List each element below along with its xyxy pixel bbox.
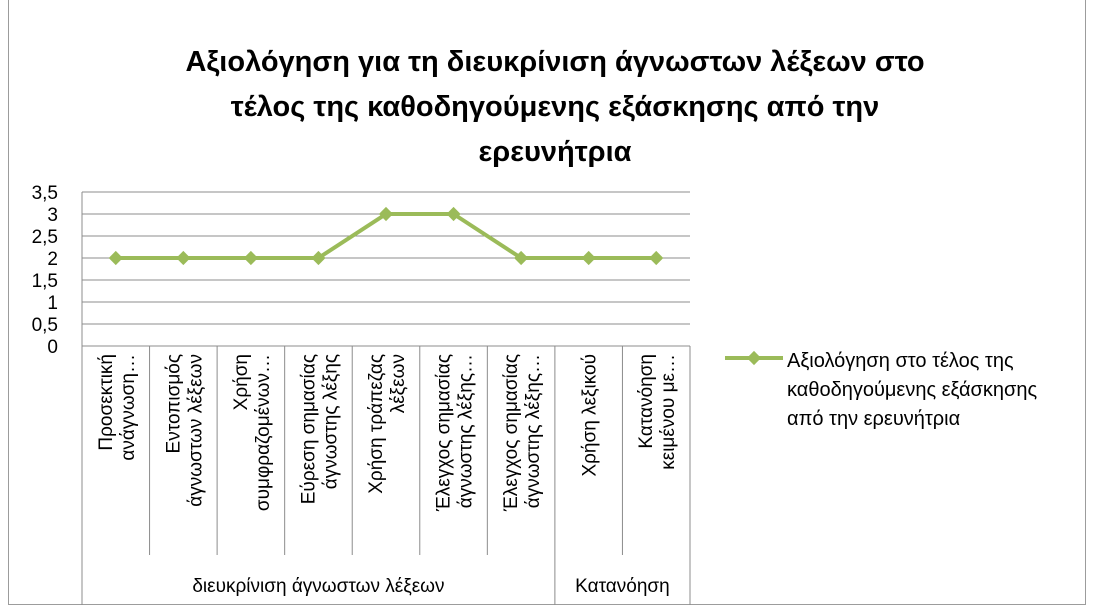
legend-series-label: Αξιολόγηση στο τέλος της καθοδηγούμενης … — [787, 350, 1038, 430]
data-point-marker — [108, 250, 123, 266]
x-tick-label: άγνωστων λέξεων — [185, 354, 206, 507]
x-tick-label: Προσεκτική — [96, 354, 117, 451]
x-tick-label: Εντοπισμός — [163, 354, 184, 453]
x-tick-label: Χρήση λεξικού — [580, 354, 601, 477]
data-point-marker — [446, 206, 461, 222]
x-tick-label: Κατανόηση — [636, 354, 657, 449]
legend: Αξιολόγηση στο τέλος της καθοδηγούμενης … — [725, 347, 1085, 447]
x-tick-label: ανάγνωση… — [118, 354, 139, 461]
y-tick-label: 3,5 — [32, 183, 58, 204]
x-tick-label: λέξεων — [388, 354, 409, 413]
x-tick-label: Χρήση τράπεζας — [366, 354, 387, 494]
x-tick-label: Χρήση — [231, 354, 252, 410]
chart-title: Αξιολόγηση για τη διευκρίνιση άγνωστων λ… — [185, 46, 925, 168]
x-group-label: διευκρίνιση άγνωστων λέξεων — [192, 576, 444, 597]
data-point-marker — [581, 250, 596, 266]
x-tick-label: άγνωστης λέξης… — [456, 354, 477, 508]
y-tick-label: 1,5 — [32, 271, 58, 292]
y-tick-label: 3 — [47, 205, 58, 226]
x-tick-label: Έλεγχος σημασίας — [434, 354, 455, 512]
y-tick-label: 2 — [47, 249, 58, 270]
x-tick-label: κειμένου με… — [658, 354, 679, 470]
y-tick-label: 1 — [47, 293, 58, 314]
data-point-marker — [514, 250, 529, 266]
y-tick-label: 0 — [47, 337, 58, 358]
legend-marker-icon — [725, 350, 783, 366]
x-tick-label: άγνωστης λέξης… — [523, 354, 544, 508]
data-point-marker — [243, 250, 258, 266]
x-tick-label: συμφραζομένων… — [253, 354, 274, 511]
x-group-label: Κατανόηση — [575, 576, 670, 597]
x-tick-label: Εύρεση σημασίας — [298, 354, 319, 504]
y-tick-label: 0,5 — [32, 315, 58, 336]
data-point-marker — [176, 250, 191, 266]
x-tick-label: άγνωστης λέξης — [320, 354, 341, 489]
data-point-marker — [649, 250, 664, 266]
data-point-marker — [311, 250, 326, 266]
x-tick-label: Έλεγχος σημασίας — [501, 354, 522, 512]
data-point-marker — [378, 206, 394, 222]
y-tick-label: 2,5 — [32, 227, 58, 248]
